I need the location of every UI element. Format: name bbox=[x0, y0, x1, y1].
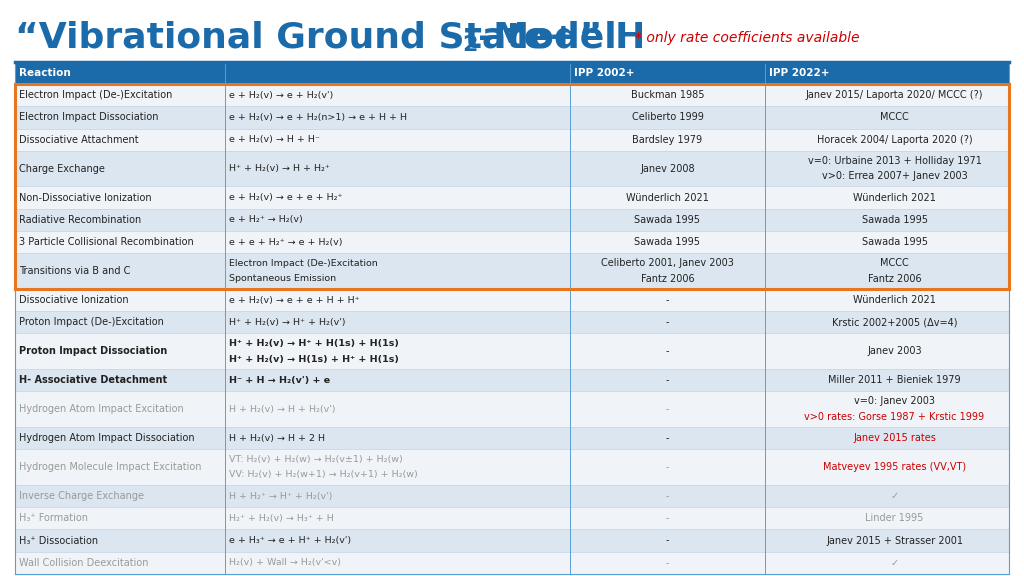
Text: H + H₂(v) → H + H₂(v'): H + H₂(v) → H + H₂(v') bbox=[229, 405, 336, 414]
Text: Janev 2003: Janev 2003 bbox=[867, 346, 922, 357]
Text: e + H₂(v) → e + H₂(n>1) → e + H + H: e + H₂(v) → e + H₂(n>1) → e + H + H bbox=[229, 113, 407, 122]
Text: H⁺ + H₂(v) → H⁺ + H₂(v'): H⁺ + H₂(v) → H⁺ + H₂(v') bbox=[229, 318, 345, 327]
Text: IPP 2002+: IPP 2002+ bbox=[574, 68, 635, 78]
Text: v=0: Urbaine 2013 + Holliday 1971: v=0: Urbaine 2013 + Holliday 1971 bbox=[808, 156, 981, 166]
Text: H₂(v) + Wall → H₂(v'<v): H₂(v) + Wall → H₂(v'<v) bbox=[229, 558, 341, 567]
Text: -: - bbox=[666, 462, 670, 472]
Text: MCCC: MCCC bbox=[880, 258, 909, 268]
Text: v>0 rates: Gorse 1987 + Krstic 1999: v>0 rates: Gorse 1987 + Krstic 1999 bbox=[805, 412, 984, 422]
Text: Non-Dissociative Ionization: Non-Dissociative Ionization bbox=[19, 192, 152, 203]
Text: Spontaneous Emission: Spontaneous Emission bbox=[229, 274, 336, 283]
Text: Wall Collision Deexcitation: Wall Collision Deexcitation bbox=[19, 558, 148, 568]
Text: Linder 1995: Linder 1995 bbox=[865, 513, 924, 524]
Text: Sawada 1995: Sawada 1995 bbox=[861, 215, 928, 225]
Text: e + H₂⁺ → H₂(v): e + H₂⁺ → H₂(v) bbox=[229, 215, 303, 225]
Text: -: - bbox=[666, 404, 670, 414]
Text: Sawada 1995: Sawada 1995 bbox=[635, 237, 700, 247]
Text: ✓: ✓ bbox=[891, 491, 899, 501]
Text: Janev 2015/ Laporta 2020/ MCCC (?): Janev 2015/ Laporta 2020/ MCCC (?) bbox=[806, 90, 983, 100]
Text: Janev 2008: Janev 2008 bbox=[640, 164, 695, 173]
Text: -: - bbox=[666, 375, 670, 385]
Text: Inverse Charge Exchange: Inverse Charge Exchange bbox=[19, 491, 144, 501]
Text: Hydrogen Atom Impact Dissociation: Hydrogen Atom Impact Dissociation bbox=[19, 433, 195, 443]
Text: Sawada 1995: Sawada 1995 bbox=[861, 237, 928, 247]
Text: Fantz 2006: Fantz 2006 bbox=[867, 274, 922, 284]
Text: Transitions via B and C: Transitions via B and C bbox=[19, 266, 130, 276]
Text: Wünderlich 2021: Wünderlich 2021 bbox=[853, 295, 936, 305]
Text: -: - bbox=[666, 491, 670, 501]
Text: H₃⁺ Dissociation: H₃⁺ Dissociation bbox=[19, 536, 98, 545]
Text: Celiberto 2001, Janev 2003: Celiberto 2001, Janev 2003 bbox=[601, 258, 734, 268]
Text: IPP 2022+: IPP 2022+ bbox=[769, 68, 829, 78]
Text: e + H₂(v) → e + e + H₂⁺: e + H₂(v) → e + e + H₂⁺ bbox=[229, 193, 342, 202]
Text: Charge Exchange: Charge Exchange bbox=[19, 164, 104, 173]
Text: Proton Impact (De-)Excitation: Proton Impact (De-)Excitation bbox=[19, 317, 164, 327]
Text: Electron Impact (De-)Excitation: Electron Impact (De-)Excitation bbox=[229, 259, 378, 268]
Text: -: - bbox=[666, 558, 670, 568]
Text: 2: 2 bbox=[462, 35, 477, 55]
Text: Janev 2015 rates: Janev 2015 rates bbox=[853, 433, 936, 443]
Text: Horacek 2004/ Laporta 2020 (?): Horacek 2004/ Laporta 2020 (?) bbox=[817, 135, 973, 145]
Text: -: - bbox=[666, 346, 670, 357]
Text: Miller 2011 + Bieniek 1979: Miller 2011 + Bieniek 1979 bbox=[828, 375, 961, 385]
Text: Dissociative Ionization: Dissociative Ionization bbox=[19, 295, 129, 305]
Text: -Model: -Model bbox=[478, 21, 616, 55]
Text: v=0: Janev 2003: v=0: Janev 2003 bbox=[854, 396, 935, 406]
Text: H⁺ + H₂(v) → H⁺ + H(1s) + H(1s): H⁺ + H₂(v) → H⁺ + H(1s) + H(1s) bbox=[229, 339, 399, 348]
Text: -: - bbox=[666, 295, 670, 305]
Text: VT: H₂(v) + H₂(w) → H₂(v±1) + H₂(w): VT: H₂(v) + H₂(w) → H₂(v±1) + H₂(w) bbox=[229, 454, 402, 464]
Text: VV: H₂(v) + H₂(w+1) → H₂(v+1) + H₂(w): VV: H₂(v) + H₂(w+1) → H₂(v+1) + H₂(w) bbox=[229, 471, 418, 479]
Text: Hydrogen Atom Impact Excitation: Hydrogen Atom Impact Excitation bbox=[19, 404, 183, 414]
Text: Janev 2015 + Strasser 2001: Janev 2015 + Strasser 2001 bbox=[826, 536, 963, 545]
Text: Wünderlich 2021: Wünderlich 2021 bbox=[853, 192, 936, 203]
Text: Electron Impact Dissociation: Electron Impact Dissociation bbox=[19, 112, 159, 123]
Text: H + H₂⁺ → H⁺ + H₂(v'): H + H₂⁺ → H⁺ + H₂(v') bbox=[229, 491, 333, 501]
Text: -: - bbox=[666, 433, 670, 443]
Text: e + e + H₂⁺ → e + H₂(v): e + e + H₂⁺ → e + H₂(v) bbox=[229, 238, 342, 247]
Text: e + H₂(v) → e + H₂(v'): e + H₂(v) → e + H₂(v') bbox=[229, 90, 333, 100]
Text: Bardsley 1979: Bardsley 1979 bbox=[633, 135, 702, 145]
Text: H₂⁺ + H₂(v) → H₃⁺ + H: H₂⁺ + H₂(v) → H₃⁺ + H bbox=[229, 514, 334, 523]
Text: -: - bbox=[666, 513, 670, 524]
Text: v>0: Errea 2007+ Janev 2003: v>0: Errea 2007+ Janev 2003 bbox=[821, 172, 968, 181]
Text: Reaction: Reaction bbox=[19, 68, 71, 78]
Text: Fantz 2006: Fantz 2006 bbox=[641, 274, 694, 284]
Text: -: - bbox=[666, 536, 670, 545]
Text: H⁺ + H₂(v) → H(1s) + H⁺ + H(1s): H⁺ + H₂(v) → H(1s) + H⁺ + H(1s) bbox=[229, 355, 399, 363]
Text: ✓: ✓ bbox=[891, 558, 899, 568]
Text: Dissociative Attachment: Dissociative Attachment bbox=[19, 135, 138, 145]
Text: H₃⁺ Formation: H₃⁺ Formation bbox=[19, 513, 88, 524]
Text: H⁺ + H₂(v) → H + H₂⁺: H⁺ + H₂(v) → H + H₂⁺ bbox=[229, 164, 330, 173]
Text: e + H₃⁺ → e + H⁺ + H₂(v'): e + H₃⁺ → e + H⁺ + H₂(v') bbox=[229, 536, 351, 545]
Text: Proton Impact Dissociation: Proton Impact Dissociation bbox=[19, 346, 167, 357]
Text: Celiberto 1999: Celiberto 1999 bbox=[632, 112, 703, 123]
Text: “Vibrational Ground State+” H: “Vibrational Ground State+” H bbox=[15, 21, 645, 55]
Text: IPP: IPP bbox=[971, 536, 1006, 555]
Text: e + H₂(v) → e + e + H + H⁺: e + H₂(v) → e + e + H + H⁺ bbox=[229, 295, 359, 305]
Text: H⁻ + H → H₂(v') + e: H⁻ + H → H₂(v') + e bbox=[229, 376, 330, 385]
Text: * only rate coefficients available: * only rate coefficients available bbox=[635, 31, 859, 45]
Text: MCCC: MCCC bbox=[880, 112, 909, 123]
Text: H + H₂(v) → H + 2 H: H + H₂(v) → H + 2 H bbox=[229, 434, 325, 442]
Text: Sawada 1995: Sawada 1995 bbox=[635, 215, 700, 225]
Text: Matveyev 1995 rates (VV,VT): Matveyev 1995 rates (VV,VT) bbox=[823, 462, 966, 472]
Text: -: - bbox=[666, 317, 670, 327]
Text: e + H₂(v) → H + H⁻: e + H₂(v) → H + H⁻ bbox=[229, 135, 319, 144]
Text: Buckman 1985: Buckman 1985 bbox=[631, 90, 705, 100]
Text: H- Associative Detachment: H- Associative Detachment bbox=[19, 375, 167, 385]
Text: Radiative Recombination: Radiative Recombination bbox=[19, 215, 141, 225]
Text: 3 Particle Collisional Recombination: 3 Particle Collisional Recombination bbox=[19, 237, 194, 247]
Text: Wünderlich 2021: Wünderlich 2021 bbox=[626, 192, 709, 203]
Text: Electron Impact (De-)Excitation: Electron Impact (De-)Excitation bbox=[19, 90, 172, 100]
Text: Krstic 2002+2005 (Δv=4): Krstic 2002+2005 (Δv=4) bbox=[831, 317, 957, 327]
Text: Hydrogen Molecule Impact Excitation: Hydrogen Molecule Impact Excitation bbox=[19, 462, 202, 472]
